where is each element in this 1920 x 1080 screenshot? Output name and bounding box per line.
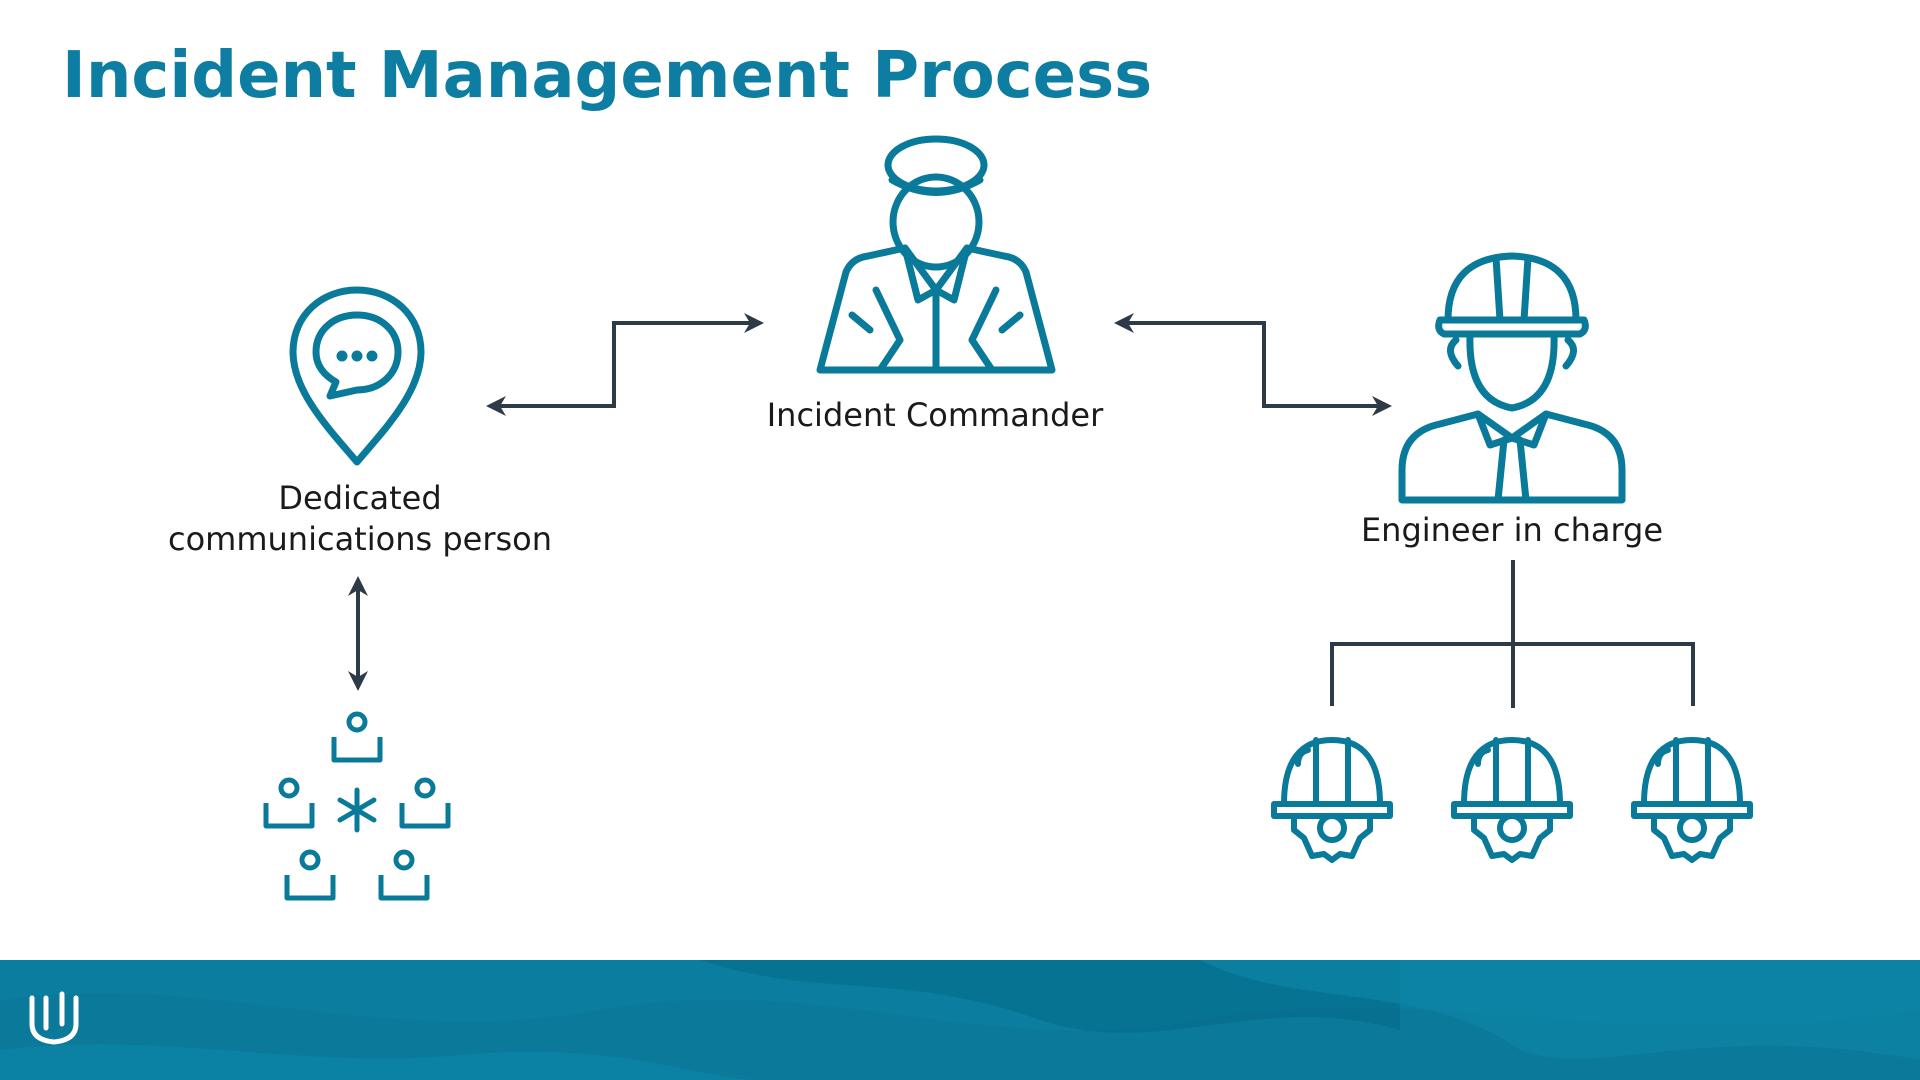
arrow-comms-commander — [486, 313, 764, 416]
engineer-icon — [1398, 252, 1626, 504]
team-member-bottom-left — [284, 849, 336, 901]
commander-icon — [816, 135, 1056, 374]
hardhat-gear-icon — [1631, 737, 1753, 863]
diagram — [263, 135, 1753, 901]
team-member-right — [399, 777, 451, 829]
slide-title: Incident Management Process — [62, 39, 1153, 113]
comms-label-line1: Dedicated — [278, 479, 442, 517]
footer-band — [0, 960, 1920, 1080]
footer-pattern — [0, 960, 1920, 1080]
hardhat-gear-icon — [1271, 737, 1393, 863]
comms-label-line2: communications person — [168, 520, 552, 558]
connectors — [348, 313, 1695, 708]
engineer-tree-lines — [1330, 560, 1695, 708]
team-member-left — [263, 777, 315, 829]
comms-label: Dedicated communications person — [100, 478, 620, 560]
commander-label: Incident Commander — [766, 396, 1104, 434]
team-network-icon — [263, 711, 451, 901]
location-chat-icon — [289, 286, 425, 466]
engineers-group — [1271, 737, 1753, 863]
team-member-top — [331, 711, 383, 763]
team-member-bottom-right — [378, 849, 430, 901]
hardhat-gear-icon — [1451, 737, 1573, 863]
udacity-logo — [29, 991, 79, 1045]
arrow-commander-engineer — [1114, 313, 1392, 416]
engineer-label: Engineer in charge — [1360, 511, 1664, 549]
asterisk-icon — [337, 787, 377, 833]
